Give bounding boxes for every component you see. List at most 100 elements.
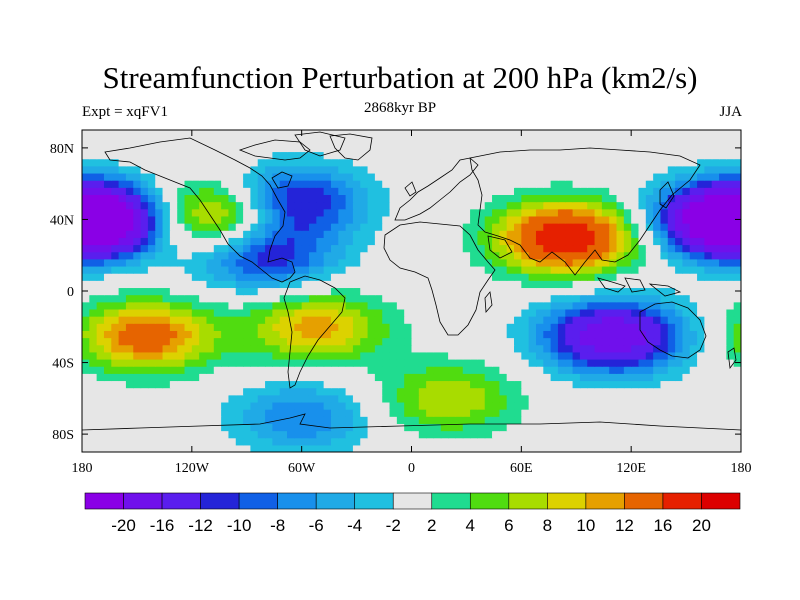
field-cell <box>653 194 662 203</box>
field-cell <box>294 130 303 138</box>
field-cell <box>323 194 332 203</box>
field-cell <box>411 280 420 289</box>
field-cell <box>689 323 698 331</box>
field-cell <box>557 165 566 174</box>
field-cell <box>484 130 493 138</box>
field-cell <box>147 394 156 403</box>
field-cell <box>653 208 662 217</box>
field-cell <box>726 366 735 374</box>
field-cell <box>352 180 361 188</box>
field-cell <box>89 287 98 296</box>
field-cell <box>89 180 98 188</box>
field-cell <box>704 187 713 195</box>
field-cell <box>616 258 625 267</box>
field-cell <box>543 444 552 452</box>
field-cell <box>704 208 713 217</box>
field-cell <box>426 430 435 439</box>
field-cell <box>492 172 500 181</box>
field-cell <box>235 416 244 424</box>
field-cell <box>506 237 515 246</box>
field-cell <box>528 294 537 303</box>
field-cell <box>411 323 420 331</box>
field-cell <box>155 401 164 410</box>
field-cell <box>345 165 354 174</box>
field-cell <box>484 423 493 432</box>
field-cell <box>374 165 383 174</box>
field-cell <box>667 251 676 260</box>
field-cell <box>514 366 522 374</box>
field-cell <box>96 437 105 446</box>
field-cell <box>191 387 200 396</box>
field-cell <box>404 344 413 353</box>
field-cell <box>352 323 361 331</box>
field-cell <box>535 437 544 446</box>
field-cell <box>279 187 288 195</box>
field-cell <box>506 165 515 174</box>
field-cell <box>660 401 669 410</box>
field-cell <box>697 215 705 224</box>
field-cell <box>169 237 178 246</box>
colorbar-label: 2 <box>427 516 436 535</box>
field-cell <box>272 187 281 195</box>
field-cell <box>521 294 530 303</box>
field-cell <box>535 330 544 339</box>
field-cell <box>382 280 391 289</box>
field-cell <box>257 280 266 289</box>
field-cell <box>140 287 149 296</box>
field-cell <box>689 373 698 382</box>
field-cell <box>448 223 457 231</box>
field-cell <box>543 258 552 267</box>
field-cell <box>323 444 332 452</box>
field-cell <box>609 130 618 138</box>
field-cell <box>682 208 691 217</box>
field-cell <box>499 330 508 339</box>
field-cell <box>638 180 647 188</box>
field-cell <box>221 223 230 231</box>
field-cell <box>535 251 544 260</box>
field-cell <box>594 301 603 310</box>
field-cell <box>169 287 178 296</box>
field-cell <box>199 401 208 410</box>
field-cell <box>506 437 515 446</box>
field-cell <box>213 430 222 439</box>
field-cell <box>514 258 522 267</box>
field-cell <box>177 301 186 310</box>
field-cell <box>448 265 457 274</box>
field-cell <box>514 201 522 210</box>
field-cell <box>125 280 134 289</box>
field-cell <box>411 301 420 310</box>
field-cell <box>426 301 435 310</box>
field-cell <box>103 387 112 396</box>
field-cell <box>191 280 200 289</box>
field-cell <box>594 444 603 452</box>
field-cell <box>389 137 398 145</box>
field-cell <box>265 294 273 303</box>
field-cell <box>177 151 186 160</box>
field-cell <box>147 358 156 367</box>
field-cell <box>631 437 640 446</box>
field-cell <box>660 273 669 281</box>
field-cell <box>667 265 676 274</box>
field-cell <box>272 165 281 174</box>
field-cell <box>506 244 515 253</box>
field-cell <box>279 437 288 446</box>
field-cell <box>294 172 303 181</box>
colorbar-swatch <box>354 492 394 510</box>
field-cell <box>287 351 295 360</box>
field-cell <box>557 373 566 382</box>
field-cell <box>111 423 120 432</box>
field-cell <box>492 358 500 367</box>
field-cell <box>579 151 588 160</box>
field-cell <box>653 215 662 224</box>
field-cell <box>528 287 537 296</box>
field-cell <box>396 158 405 167</box>
field-cell <box>330 387 339 396</box>
field-cell <box>726 180 735 188</box>
field-cell <box>462 394 471 403</box>
field-cell <box>550 215 559 224</box>
field-cell <box>96 265 105 274</box>
field-cell <box>733 130 741 138</box>
field-cell <box>411 387 420 396</box>
field-cell <box>565 337 574 346</box>
field-cell <box>147 387 156 396</box>
